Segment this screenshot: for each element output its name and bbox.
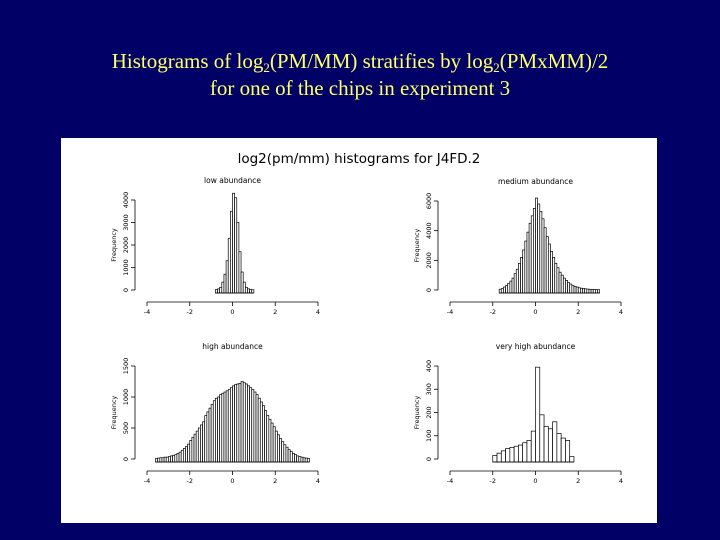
histogram-bar bbox=[552, 421, 558, 463]
title-subscript-1: 2 bbox=[263, 60, 270, 75]
panel-title: very high abundance bbox=[496, 342, 576, 351]
histogram-bar bbox=[526, 440, 532, 463]
x-tick-label: 4 bbox=[316, 477, 320, 485]
panel-title: medium abundance bbox=[498, 177, 573, 186]
histogram-bar bbox=[513, 445, 519, 463]
y-tick-label: 6000 bbox=[425, 193, 433, 210]
x-tick-label: -2 bbox=[490, 308, 496, 316]
histogram-bar bbox=[509, 447, 515, 463]
histogram-bar bbox=[597, 289, 600, 294]
y-tick-label: 4000 bbox=[122, 192, 130, 209]
y-tick-label: 200 bbox=[425, 406, 433, 418]
histogram-bar bbox=[306, 458, 310, 463]
y-axis-label: Frequency bbox=[110, 228, 118, 262]
x-tick-label: 0 bbox=[533, 477, 537, 485]
title-text-c: (PMxMM)/2 bbox=[499, 49, 609, 73]
x-tick-label: 2 bbox=[273, 477, 277, 485]
x-tick-label: 4 bbox=[619, 477, 623, 485]
histogram-bar bbox=[560, 437, 566, 463]
y-axis-label: Frequency bbox=[413, 229, 421, 263]
y-tick-label: 4000 bbox=[425, 222, 433, 239]
histogram-panel-4: very high abundance -4 -2 0 2 4 0 100 200 300 400 F… bbox=[413, 342, 623, 485]
histogram-bar bbox=[251, 289, 255, 294]
title-text-a: Histograms of log bbox=[111, 49, 264, 73]
histogram-bar bbox=[492, 455, 498, 463]
histogram-panel-1: low abundance -4 -2 0 2 4 0 1000 2000 3000 4000 Fre… bbox=[110, 176, 320, 316]
histogram-bar bbox=[530, 430, 536, 463]
x-tick-label: -2 bbox=[187, 308, 193, 316]
x-tick-label: -4 bbox=[447, 477, 453, 485]
panel-title: low abundance bbox=[204, 176, 261, 185]
histogram-bar bbox=[535, 366, 541, 463]
slide-title-line-1: Histograms of log2(PM/MM) stratifies by … bbox=[0, 48, 720, 75]
x-tick-label: -2 bbox=[490, 477, 496, 485]
histogram-panel-2: medium abundance -4 -2 0 2 4 0 2000 4000 6000 Freq… bbox=[413, 177, 623, 316]
histogram-bar bbox=[543, 426, 549, 463]
y-tick-label: 100 bbox=[425, 430, 433, 442]
figure-panel: log2(pm/mm) histograms for J4FD.2 low ab… bbox=[61, 138, 657, 523]
x-tick-label: -4 bbox=[447, 308, 453, 316]
histogram-bar bbox=[539, 414, 545, 463]
y-tick-label: 0 bbox=[425, 288, 433, 292]
y-axis-label: Frequency bbox=[110, 396, 118, 430]
y-tick-label: 1000 bbox=[122, 389, 130, 406]
x-tick-label: -2 bbox=[187, 477, 193, 485]
histogram-bar bbox=[500, 450, 506, 463]
x-tick-label: 4 bbox=[316, 308, 320, 316]
x-tick-label: 0 bbox=[230, 308, 234, 316]
x-tick-label: 2 bbox=[576, 477, 580, 485]
histogram-bar bbox=[522, 442, 528, 463]
y-tick-label: 400 bbox=[425, 360, 433, 372]
y-tick-label: 500 bbox=[122, 422, 130, 434]
panel-title: high abundance bbox=[202, 342, 263, 351]
histogram-bar bbox=[556, 433, 562, 463]
title-subscript-2: 2 bbox=[493, 60, 500, 75]
y-axis-label: Frequency bbox=[413, 396, 421, 430]
histogram-bar bbox=[569, 456, 575, 463]
histogram-bar bbox=[547, 428, 553, 463]
y-tick-label: 0 bbox=[122, 288, 130, 292]
histogram-bar bbox=[496, 452, 502, 463]
y-tick-label: 3000 bbox=[122, 214, 130, 231]
y-tick-label: 2000 bbox=[425, 252, 433, 269]
histogram-bar bbox=[565, 440, 571, 463]
histogram-bar bbox=[518, 444, 524, 463]
x-tick-label: 2 bbox=[576, 308, 580, 316]
histogram-bar bbox=[505, 448, 511, 463]
y-tick-label: 1000 bbox=[122, 259, 130, 276]
x-tick-label: 4 bbox=[619, 308, 623, 316]
histogram-panel-3: high abundance -4 -2 0 2 4 0 500 1000 1500 Frequen… bbox=[110, 342, 320, 485]
title-text-b: (PM/MM) stratifies by log bbox=[269, 49, 494, 73]
y-tick-label: 0 bbox=[425, 457, 433, 461]
x-tick-label: 0 bbox=[533, 308, 537, 316]
y-tick-label: 2000 bbox=[122, 237, 130, 254]
x-tick-label: -4 bbox=[144, 477, 150, 485]
x-tick-label: -4 bbox=[144, 308, 150, 316]
figure-main-title: log2(pm/mm) histograms for J4FD.2 bbox=[238, 151, 481, 167]
x-tick-label: 0 bbox=[230, 477, 234, 485]
x-tick-label: 2 bbox=[273, 308, 277, 316]
y-tick-label: 1500 bbox=[122, 358, 130, 375]
slide-title: Histograms of log2(PM/MM) stratifies by … bbox=[0, 48, 720, 102]
y-tick-label: 300 bbox=[425, 383, 433, 395]
y-tick-label: 0 bbox=[122, 457, 130, 461]
slide-title-line-2: for one of the chips in experiment 3 bbox=[209, 76, 511, 100]
histogram-figure: log2(pm/mm) histograms for J4FD.2 low ab… bbox=[110, 151, 623, 485]
